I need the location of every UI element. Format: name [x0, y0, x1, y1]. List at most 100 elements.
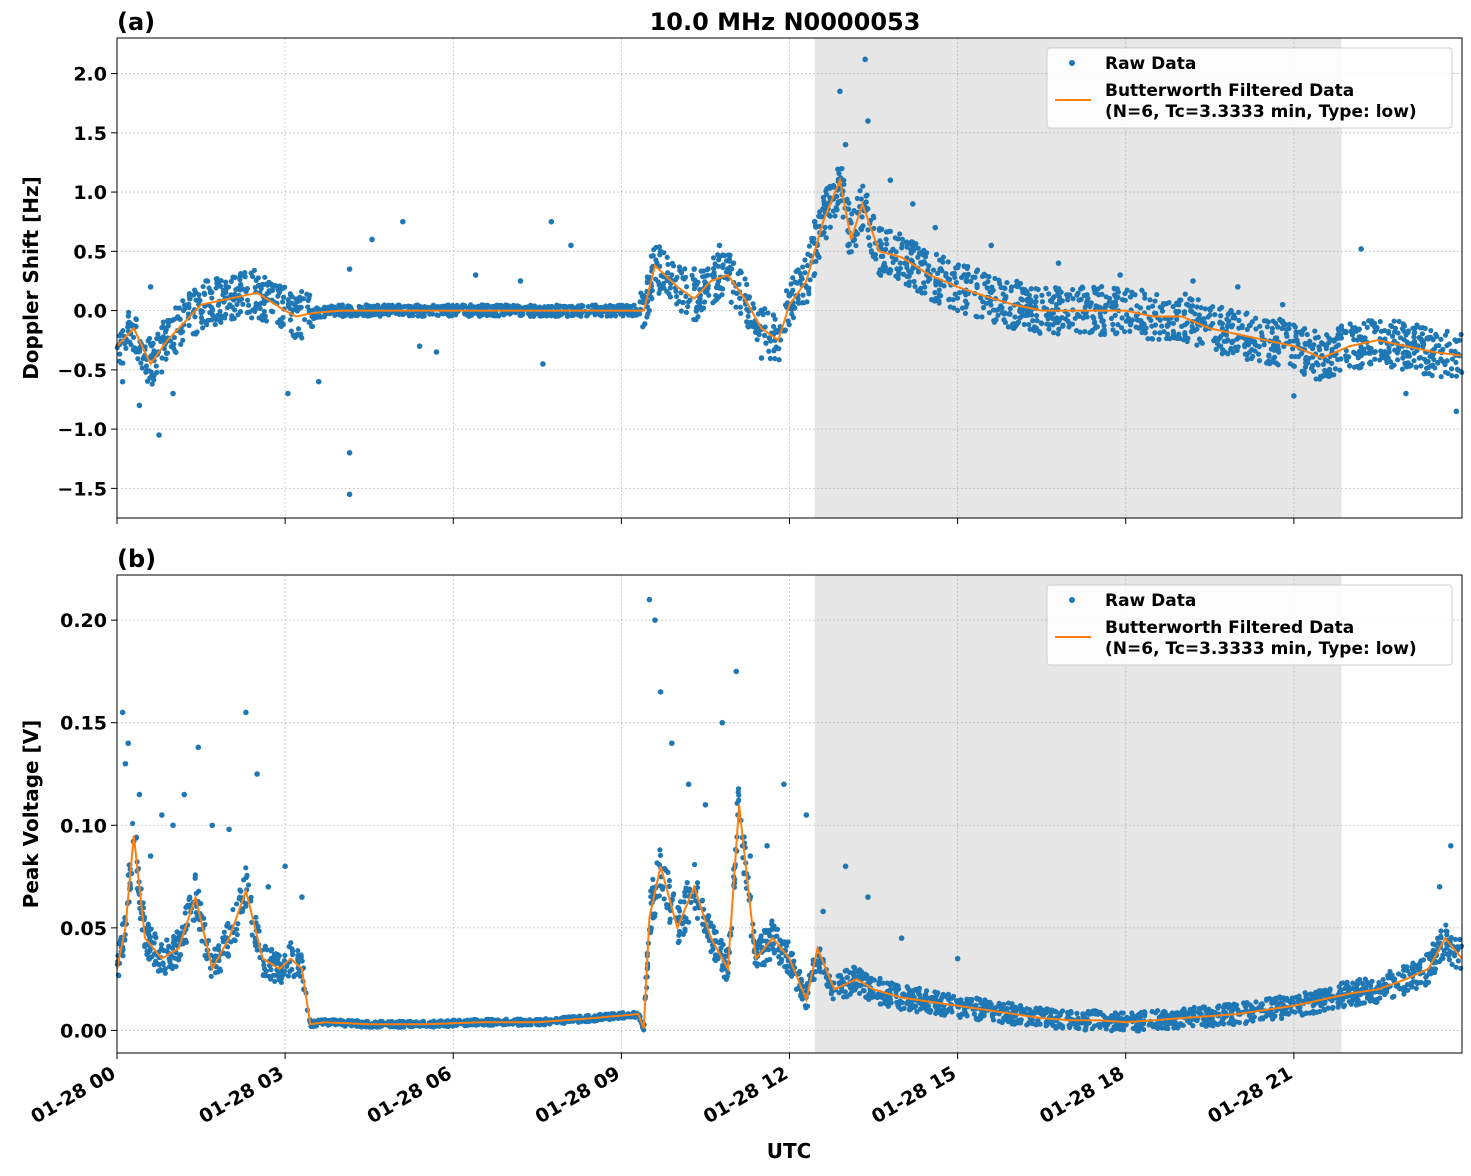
raw-data-point	[193, 875, 198, 880]
raw-data-point	[1095, 1022, 1100, 1027]
raw-data-point	[925, 279, 930, 284]
raw-data-point	[237, 896, 242, 901]
raw-data-point	[1029, 286, 1034, 291]
raw-data-point	[1163, 1010, 1168, 1015]
raw-data-point	[295, 948, 300, 953]
raw-data-point	[234, 901, 239, 906]
raw-data-point	[913, 241, 918, 246]
raw-data-point	[951, 305, 956, 310]
raw-data-point	[220, 292, 225, 297]
raw-data-point	[1192, 311, 1197, 316]
raw-data-point	[841, 214, 846, 219]
raw-data-point	[1285, 1010, 1290, 1015]
raw-data-point	[662, 896, 667, 901]
raw-data-point	[186, 323, 191, 328]
raw-data-point	[1036, 287, 1041, 292]
raw-data-point	[1256, 352, 1261, 357]
raw-data-point	[1284, 334, 1289, 339]
raw-data-point	[262, 309, 267, 314]
raw-data-point	[1335, 1005, 1340, 1010]
raw-data-point	[692, 906, 697, 911]
raw-data-point	[771, 313, 776, 318]
raw-data-point	[789, 291, 794, 296]
raw-data-point	[973, 314, 978, 319]
raw-data-point	[287, 944, 292, 949]
raw-data-point	[911, 1003, 916, 1008]
raw-data-point	[1291, 338, 1296, 343]
raw-data-point	[1215, 1005, 1220, 1010]
raw-data-point	[1165, 323, 1170, 328]
raw-data-point	[1326, 374, 1331, 379]
raw-data-point	[1139, 324, 1144, 329]
raw-data-point	[843, 968, 848, 973]
raw-data-point	[1199, 317, 1204, 322]
raw-data-point	[972, 1012, 977, 1017]
raw-data-point	[159, 369, 164, 374]
raw-data-point	[933, 298, 938, 303]
raw-data-point	[1154, 292, 1159, 297]
raw-data-point	[1360, 338, 1365, 343]
raw-data-point	[1064, 292, 1069, 297]
raw-data-point	[673, 277, 678, 282]
raw-data-point	[924, 988, 929, 993]
raw-data-point	[1153, 311, 1158, 316]
raw-data-point	[225, 921, 230, 926]
raw-data-point	[247, 309, 252, 314]
raw-data-point	[1243, 352, 1248, 357]
raw-data-point	[184, 303, 189, 308]
raw-data-point	[201, 319, 206, 324]
raw-data-point	[712, 930, 717, 935]
raw-data-point	[1333, 366, 1338, 371]
raw-data-point	[1403, 391, 1409, 397]
raw-data-point	[1387, 349, 1392, 354]
raw-data-point	[745, 324, 750, 329]
raw-data-point	[806, 288, 811, 293]
raw-data-point	[1435, 936, 1440, 941]
raw-data-point	[1369, 322, 1374, 327]
raw-data-point	[1175, 336, 1180, 341]
raw-data-point	[906, 269, 911, 274]
raw-data-point	[1142, 296, 1147, 301]
raw-data-point	[879, 241, 884, 246]
raw-data-point	[137, 403, 143, 409]
raw-data-point	[1356, 327, 1361, 332]
raw-data-point	[904, 245, 909, 250]
main-title: 10.0 MHz N0000053	[650, 8, 921, 36]
raw-data-point	[711, 266, 716, 271]
raw-data-point	[282, 953, 287, 958]
raw-data-point	[1044, 1010, 1049, 1015]
raw-data-point	[1027, 293, 1032, 298]
raw-data-point	[757, 942, 762, 947]
raw-data-point	[902, 1006, 907, 1011]
raw-data-point	[937, 257, 942, 262]
raw-data-point	[657, 893, 662, 898]
raw-data-point	[836, 171, 841, 176]
raw-data-point	[705, 267, 710, 272]
raw-data-point	[1094, 291, 1099, 296]
raw-data-point	[1177, 298, 1182, 303]
raw-data-point	[921, 259, 926, 264]
raw-data-point	[984, 301, 989, 306]
raw-data-point	[1224, 339, 1229, 344]
raw-data-point	[1318, 374, 1323, 379]
raw-data-point	[306, 298, 311, 303]
raw-data-point	[143, 943, 148, 948]
raw-data-point	[687, 298, 692, 303]
raw-data-point	[691, 266, 697, 272]
raw-data-point	[1249, 347, 1254, 352]
raw-data-point	[1431, 337, 1436, 342]
raw-data-point	[835, 201, 840, 206]
raw-data-point	[531, 305, 536, 310]
raw-data-point	[694, 305, 699, 310]
raw-data-point	[837, 89, 843, 95]
raw-data-point	[767, 933, 772, 938]
raw-data-point	[1243, 1021, 1248, 1026]
raw-data-point	[1365, 325, 1370, 330]
raw-data-point	[1404, 339, 1409, 344]
raw-data-point	[1226, 318, 1231, 323]
raw-data-point	[1426, 365, 1431, 370]
raw-data-point	[1039, 321, 1044, 326]
raw-data-point	[226, 284, 231, 289]
raw-data-point	[1259, 330, 1264, 335]
raw-data-point	[711, 255, 716, 260]
